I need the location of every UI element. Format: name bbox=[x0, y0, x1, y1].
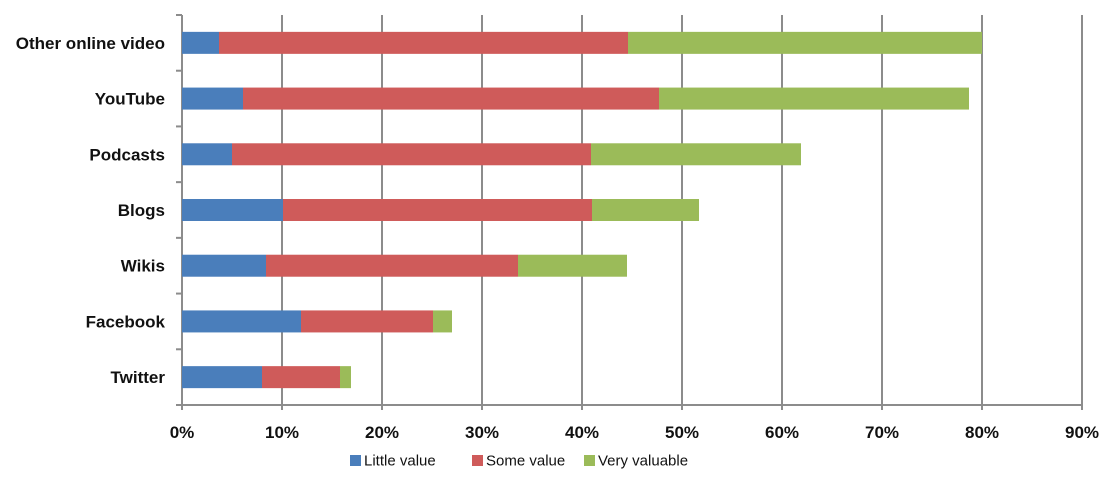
category-label: Wikis bbox=[121, 257, 165, 276]
category-label: Podcasts bbox=[89, 145, 165, 164]
x-tick-label: 30% bbox=[465, 423, 499, 442]
category-label: YouTube bbox=[95, 90, 165, 109]
bar-segment-little-value bbox=[182, 31, 219, 54]
legend-label: Some value bbox=[486, 453, 565, 470]
bar-segment-some-value bbox=[266, 254, 518, 277]
legend-swatch-some-value bbox=[472, 455, 483, 466]
bar-segment-some-value bbox=[301, 310, 433, 333]
x-tick-label: 90% bbox=[1065, 423, 1099, 442]
bar-segment-little-value bbox=[182, 199, 283, 221]
bar-segment-some-value bbox=[232, 143, 591, 166]
bar-segment-very-valuable bbox=[591, 143, 801, 166]
category-label: Other online video bbox=[16, 34, 165, 53]
bar-segment-very-valuable bbox=[518, 254, 627, 277]
legend-swatch-very-valuable bbox=[584, 455, 595, 466]
bar-segment-very-valuable bbox=[659, 87, 969, 110]
legend-label: Little value bbox=[364, 453, 436, 470]
bar-segment-very-valuable bbox=[592, 199, 699, 221]
bar-segment-some-value bbox=[219, 31, 628, 54]
bar-segment-little-value bbox=[182, 310, 301, 333]
x-tick-label: 0% bbox=[170, 423, 195, 442]
bar-segment-very-valuable bbox=[340, 366, 351, 389]
x-tick-label: 40% bbox=[565, 423, 599, 442]
x-tick-label: 50% bbox=[665, 423, 699, 442]
bar-segment-some-value bbox=[262, 366, 340, 389]
bar-segment-some-value bbox=[243, 87, 659, 110]
bar-segment-very-valuable bbox=[433, 310, 452, 333]
category-label: Twitter bbox=[111, 368, 166, 387]
legend-label: Very valuable bbox=[598, 453, 688, 470]
legend-swatch-little-value bbox=[350, 455, 361, 466]
category-label: Facebook bbox=[86, 312, 166, 331]
x-tick-label: 70% bbox=[865, 423, 899, 442]
x-tick-label: 10% bbox=[265, 423, 299, 442]
x-tick-label: 20% bbox=[365, 423, 399, 442]
bar-segment-little-value bbox=[182, 87, 243, 110]
bar-segment-some-value bbox=[283, 199, 592, 221]
x-tick-label: 80% bbox=[965, 423, 999, 442]
bar-segment-little-value bbox=[182, 366, 262, 389]
bar-segment-little-value bbox=[182, 254, 266, 277]
bar-segment-little-value bbox=[182, 143, 232, 166]
category-label: Blogs bbox=[118, 201, 165, 220]
x-tick-label: 60% bbox=[765, 423, 799, 442]
bar-segment-very-valuable bbox=[628, 31, 982, 54]
